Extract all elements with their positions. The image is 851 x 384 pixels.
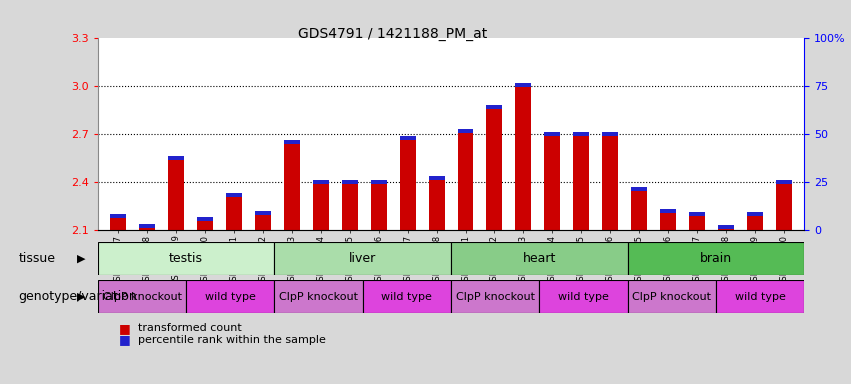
Bar — [545, 132, 560, 136]
Bar — [451, 280, 540, 313]
Bar — [197, 219, 213, 230]
Bar — [603, 134, 618, 230]
Bar — [110, 214, 126, 218]
Bar — [371, 180, 386, 184]
Bar — [458, 131, 473, 230]
Text: ClpP knockout: ClpP knockout — [632, 291, 711, 302]
Bar — [718, 225, 734, 229]
Text: wild type: wild type — [734, 291, 785, 302]
Bar — [603, 132, 618, 136]
Bar — [168, 159, 184, 230]
Bar — [429, 178, 444, 230]
Bar — [226, 195, 242, 230]
Text: heart: heart — [523, 252, 556, 265]
Text: wild type: wild type — [205, 291, 256, 302]
Text: brain: brain — [700, 252, 732, 265]
Bar — [342, 182, 357, 230]
Text: GDS4791 / 1421188_PM_at: GDS4791 / 1421188_PM_at — [298, 27, 487, 41]
Bar — [516, 85, 531, 230]
Bar — [342, 180, 357, 184]
Bar — [516, 83, 531, 87]
Bar — [660, 211, 676, 230]
Bar — [689, 214, 705, 230]
Bar — [284, 141, 300, 144]
Text: ▶: ▶ — [77, 292, 85, 302]
Bar — [197, 217, 213, 221]
Bar — [776, 182, 792, 230]
Bar — [718, 227, 734, 230]
Bar — [631, 189, 647, 230]
Bar — [451, 242, 627, 275]
Bar — [255, 211, 271, 215]
Bar — [139, 226, 155, 230]
Text: ■: ■ — [119, 322, 131, 335]
Text: ■: ■ — [119, 333, 131, 346]
Bar — [747, 214, 763, 230]
Bar — [716, 280, 804, 313]
Bar — [274, 242, 451, 275]
Bar — [660, 209, 676, 213]
Bar — [400, 137, 415, 230]
Text: genotype/variation: genotype/variation — [19, 290, 138, 303]
Bar — [274, 280, 363, 313]
Bar — [313, 180, 328, 184]
Bar — [540, 280, 627, 313]
Text: ClpP knockout: ClpP knockout — [455, 291, 534, 302]
Bar — [458, 129, 473, 133]
Text: percentile rank within the sample: percentile rank within the sample — [138, 335, 326, 345]
Bar — [747, 212, 763, 217]
Bar — [284, 142, 300, 230]
Bar — [139, 223, 155, 228]
Bar — [429, 175, 444, 180]
Bar — [627, 280, 716, 313]
Bar — [631, 187, 647, 191]
Bar — [226, 193, 242, 197]
Bar — [186, 280, 274, 313]
Bar — [487, 105, 502, 109]
Bar — [168, 156, 184, 161]
Text: testis: testis — [169, 252, 203, 265]
Text: ClpP knockout: ClpP knockout — [102, 291, 181, 302]
Bar — [255, 213, 271, 230]
Bar — [110, 216, 126, 230]
Text: ▶: ▶ — [77, 253, 85, 263]
Bar — [363, 280, 451, 313]
Bar — [487, 107, 502, 230]
Bar — [545, 134, 560, 230]
Text: transformed count: transformed count — [138, 323, 242, 333]
Text: tissue: tissue — [19, 252, 55, 265]
Bar — [371, 182, 386, 230]
Text: ClpP knockout: ClpP knockout — [279, 291, 358, 302]
Bar — [98, 280, 186, 313]
Bar — [689, 212, 705, 217]
Text: wild type: wild type — [558, 291, 609, 302]
Bar — [776, 180, 792, 184]
Bar — [627, 242, 804, 275]
Bar — [98, 242, 274, 275]
Bar — [574, 134, 589, 230]
Bar — [313, 182, 328, 230]
Bar — [400, 136, 415, 140]
Text: wild type: wild type — [381, 291, 432, 302]
Bar — [574, 132, 589, 136]
Text: liver: liver — [349, 252, 376, 265]
